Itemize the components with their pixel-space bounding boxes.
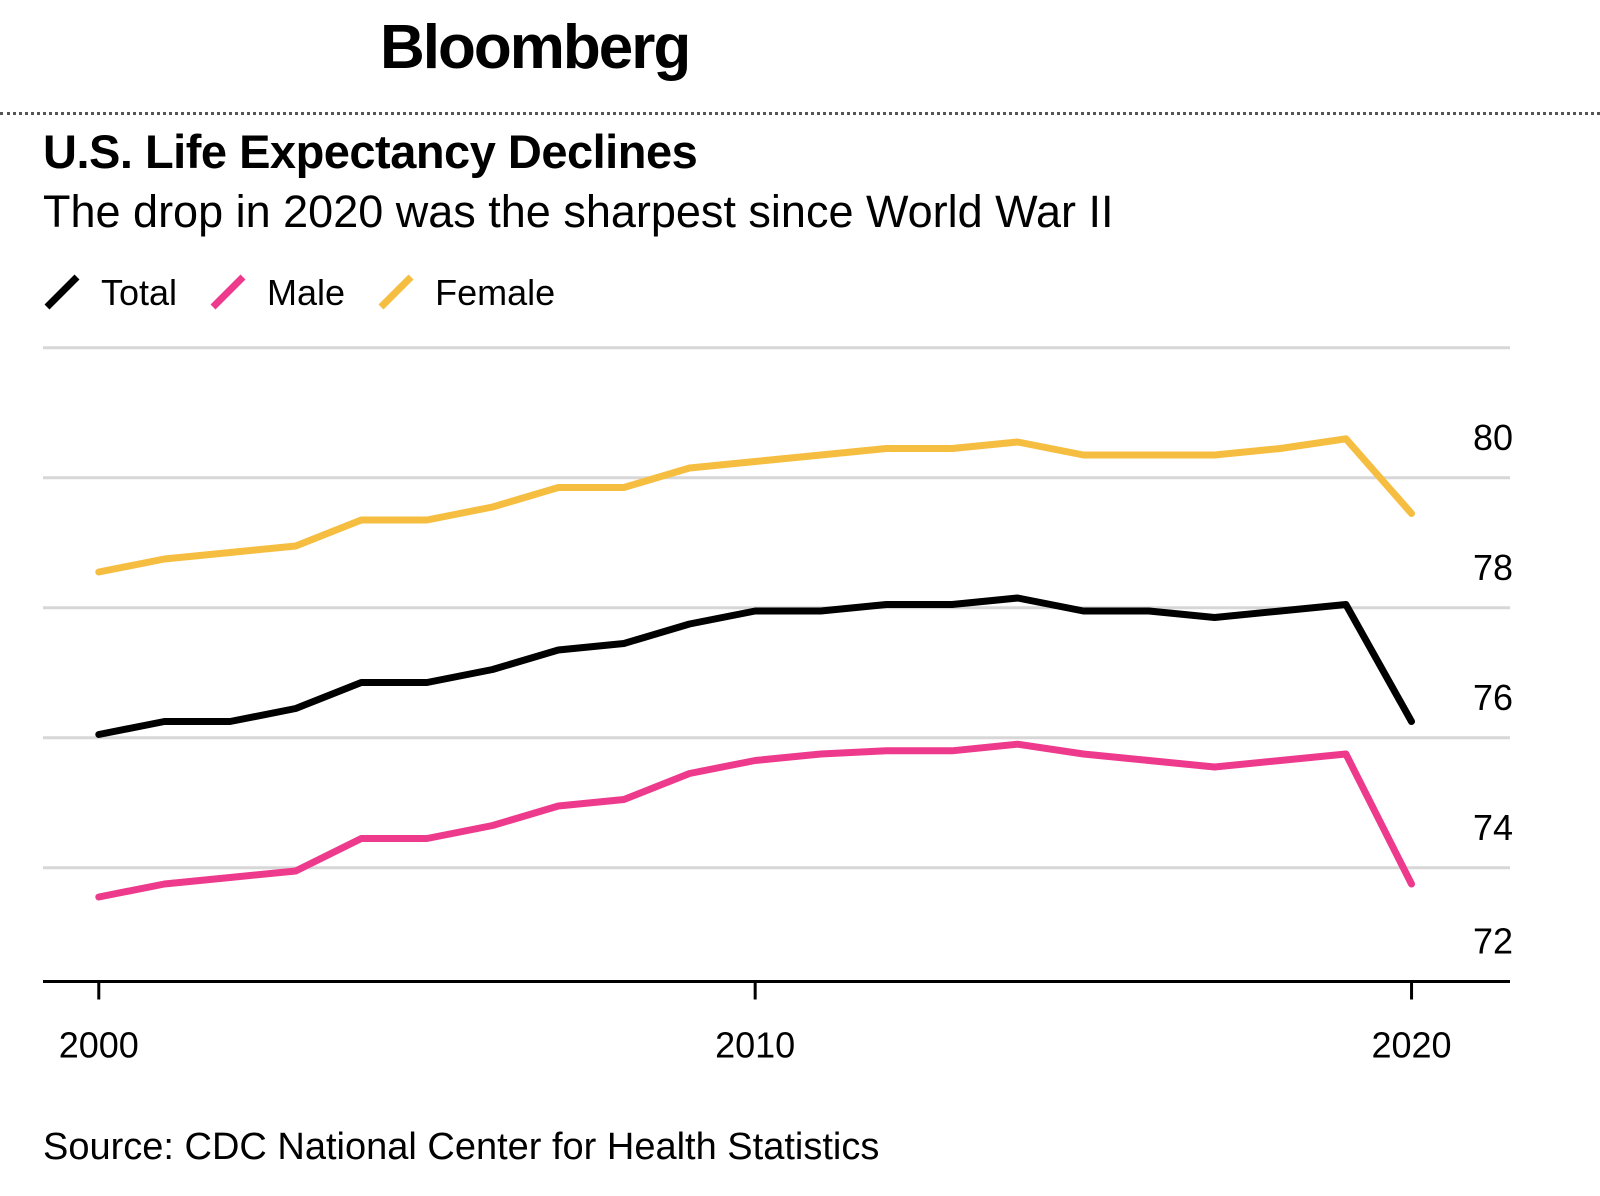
series-line-total <box>95 594 1415 738</box>
chart-subtitle: The drop in 2020 was the sharpest since … <box>43 186 1114 237</box>
legend-swatch-male <box>210 274 246 310</box>
legend-item-male: Male <box>209 272 345 314</box>
legend-swatch-female <box>378 274 414 310</box>
series-line-male <box>95 740 1415 901</box>
y-tick-label-80: 80 <box>1473 417 1513 458</box>
chart-title: U.S. Life Expectancy Declines <box>43 125 698 178</box>
x-tick-label-2010: 2010 <box>715 1025 795 1066</box>
chart-legend: Total Male Female <box>43 268 587 318</box>
legend-swatch-total <box>44 274 80 310</box>
y-tick-label-74: 74 <box>1473 807 1513 848</box>
legend-label-total: Total <box>101 272 178 313</box>
y-tick-label-78: 78 <box>1473 547 1513 588</box>
header-divider <box>0 112 1600 115</box>
line-chart: 82 years8078767472200020102020 <box>43 346 1513 1066</box>
legend-label-male: Male <box>267 272 346 313</box>
bloomberg-logo: Bloomberg <box>380 13 691 82</box>
series-line-female <box>95 435 1415 576</box>
x-tick-label-2020: 2020 <box>1371 1025 1451 1066</box>
source-note: Source: CDC National Center for Health S… <box>43 1126 880 1168</box>
y-tick-label-76: 76 <box>1473 677 1513 718</box>
x-tick-label-2000: 2000 <box>59 1025 139 1066</box>
legend-item-female: Female <box>377 272 555 314</box>
legend-item-total: Total <box>43 272 177 314</box>
legend-label-female: Female <box>435 272 556 313</box>
y-tick-label-72: 72 <box>1473 921 1513 962</box>
